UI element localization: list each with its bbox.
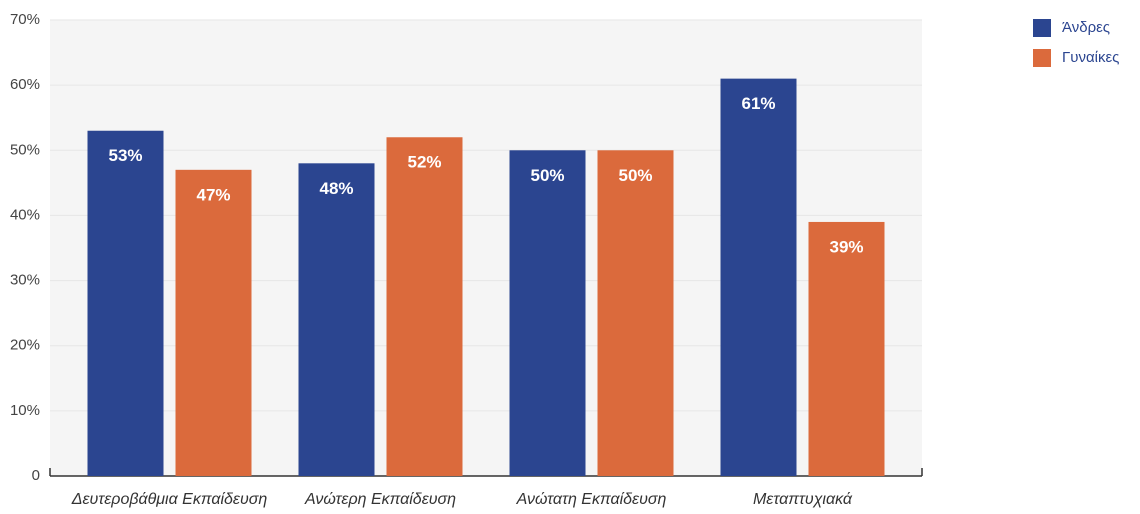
legend-label: Γυναίκες bbox=[1062, 49, 1119, 66]
y-tick-label: 70% bbox=[10, 11, 40, 28]
legend-label: Άνδρες bbox=[1062, 19, 1110, 36]
bar bbox=[175, 169, 252, 477]
bar bbox=[597, 150, 674, 477]
x-tick-label: Δευτεροβάθμια Εκπαίδευση bbox=[71, 491, 268, 508]
x-tick-label: Ανώτερη Εκπαίδευση bbox=[304, 491, 456, 508]
y-tick-label: 40% bbox=[10, 206, 40, 223]
y-tick-label: 50% bbox=[10, 141, 40, 158]
bar bbox=[720, 78, 797, 476]
value-label: 50% bbox=[530, 166, 564, 185]
bar bbox=[808, 221, 885, 476]
y-tick-label: 60% bbox=[10, 76, 40, 93]
value-label: 53% bbox=[108, 146, 142, 165]
value-label: 39% bbox=[829, 237, 863, 256]
bar bbox=[386, 137, 463, 476]
y-tick-label: 10% bbox=[10, 402, 40, 419]
legend-swatch bbox=[1033, 49, 1051, 67]
y-tick-label: 20% bbox=[10, 337, 40, 354]
x-tick-label: Μεταπτυχιακά bbox=[753, 491, 853, 508]
value-label: 61% bbox=[741, 94, 775, 113]
y-tick-label: 0 bbox=[32, 467, 40, 484]
y-tick-label: 30% bbox=[10, 272, 40, 289]
bar bbox=[509, 150, 586, 477]
bar bbox=[87, 130, 164, 476]
value-label: 52% bbox=[407, 153, 441, 172]
value-label: 48% bbox=[319, 179, 353, 198]
x-tick-label: Ανώτατη Εκπαίδευση bbox=[516, 491, 667, 508]
value-label: 47% bbox=[196, 185, 230, 204]
legend-swatch bbox=[1033, 19, 1051, 37]
bar bbox=[298, 163, 375, 477]
value-label: 50% bbox=[618, 166, 652, 185]
